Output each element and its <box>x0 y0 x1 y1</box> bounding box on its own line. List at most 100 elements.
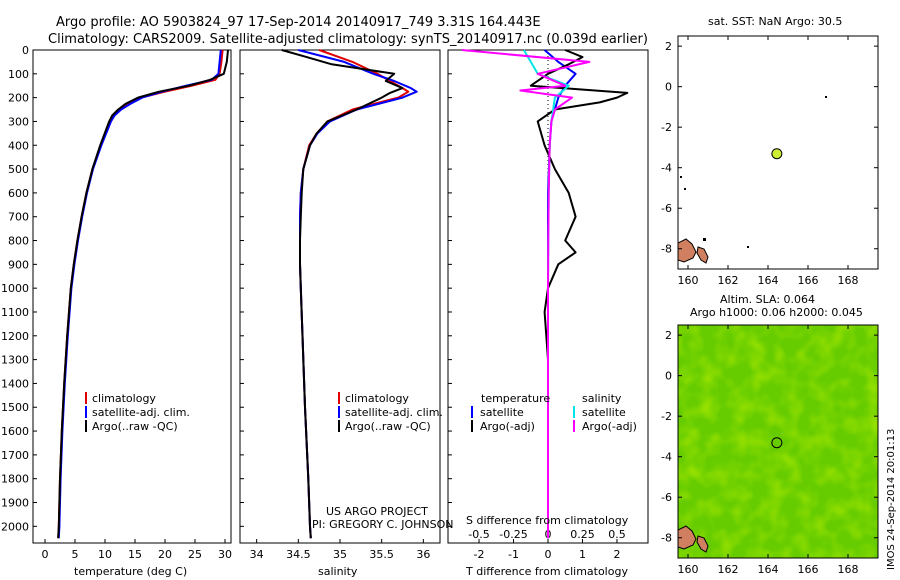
map-y-tick-label: -2 <box>661 410 672 423</box>
sst-map: sat. SST: NaN Argo: 30.5 160 162 164 166 168… <box>661 15 879 287</box>
island-shape <box>696 246 709 264</box>
difference-depth-ticks <box>448 49 452 527</box>
map-y-tick-label: -6 <box>661 202 672 215</box>
salinity-axes-frame <box>239 49 441 544</box>
depth-tick-label: 700 <box>8 211 29 224</box>
argo-float-marker <box>771 148 783 160</box>
profile-line-climatology <box>299 49 410 539</box>
island-dot <box>703 238 706 241</box>
map-x-tick-label: 168 <box>838 274 859 287</box>
x-tick-label: 5 <box>72 548 79 561</box>
x-tick-label: 0 <box>545 548 552 561</box>
sla-map-frame <box>677 324 879 559</box>
salinity-depth-ticks <box>240 49 244 527</box>
island-shape <box>678 525 697 550</box>
profile-line-salinity-argo-adj- <box>461 49 591 539</box>
s-tick-label: -0.25 <box>499 528 527 541</box>
difference-panel: -2 -1 0 1 2-0.5 -0.25 0 0.25 0.5 S difference fr… <box>447 49 649 578</box>
depth-tick-label: 600 <box>8 187 29 200</box>
depth-tick-label: 1400 <box>1 377 29 390</box>
profile-line-satellite-adj-clim- <box>298 49 418 539</box>
sla-map-title-line1: Altim. SLA: 0.064 <box>720 293 815 306</box>
s-tick-label: 0.25 <box>570 528 595 541</box>
salinity-panel: 34 34.5 35 35.5 36 salinity climatology sate… <box>239 49 453 578</box>
legend-argo-raw-label: Argo(..raw -QC) <box>345 420 431 433</box>
legend-s-satellite-label: satellite <box>582 406 626 419</box>
sst-map-axes: 160 162 164 166 168 2 0 -2 -4 -6 -8 <box>661 36 878 287</box>
map-x-tick-label: 162 <box>718 274 739 287</box>
temperature-axes-frame <box>32 49 232 544</box>
legend-satellite-adj-label: satellite-adj. clim. <box>345 406 443 419</box>
x-tick-label: 1 <box>579 548 586 561</box>
x-tick-label: 35 <box>333 548 347 561</box>
depth-tick-label: 1800 <box>1 473 29 486</box>
temperature-panel: 0100200300400500600700800900100011001200… <box>1 44 232 578</box>
x-tick-label: -2 <box>474 548 485 561</box>
x-tick-label: 15 <box>128 548 142 561</box>
s-tick-label: 0.5 <box>608 528 626 541</box>
x-tick-label: 2 <box>613 548 620 561</box>
x-tick-label: 34 <box>250 548 264 561</box>
salinity-legend: climatology satellite-adj. clim. Argo(..… <box>338 392 443 433</box>
salinity-xlabel: salinity <box>318 565 358 578</box>
depth-tick-label: 800 <box>8 235 29 248</box>
salinity-profiles <box>281 49 418 539</box>
sla-map-axes: 160 162 164 166 168 2 0 -2 -4 -6 -8 <box>661 325 878 576</box>
map-x-tick-label: 162 <box>718 563 739 576</box>
sla-map-title-line2: Argo h1000: 0.06 h2000: 0.045 <box>690 306 863 319</box>
map-x-tick-label: 160 <box>678 563 699 576</box>
depth-tick-label: 300 <box>8 115 29 128</box>
legend-t-argo-label: Argo(-adj) <box>480 420 535 433</box>
depth-tick-label: 500 <box>8 163 29 176</box>
depth-tick-label: 1300 <box>1 354 29 367</box>
s-tick-label: -0.5 <box>468 528 489 541</box>
depth-tick-label: 1000 <box>1 282 29 295</box>
temperature-xlabel: temperature (deg C) <box>74 565 187 578</box>
profile-line-argo-raw-qc- <box>57 49 229 539</box>
depth-tick-label: 1100 <box>1 306 29 319</box>
profile-line-argo-raw-qc- <box>281 49 404 539</box>
depth-tick-label: 1700 <box>1 449 29 462</box>
depth-tick-label: 200 <box>8 92 29 105</box>
x-tick-label: 34.5 <box>286 548 311 561</box>
legend-t-satellite-label: satellite <box>480 406 524 419</box>
map-y-tick-label: 2 <box>665 40 672 53</box>
salinity-x-axis: 34 34.5 35 35.5 36 <box>250 539 430 561</box>
map-y-tick-label: 2 <box>665 329 672 342</box>
depth-tick-label: 1900 <box>1 497 29 510</box>
island-dot <box>825 96 827 98</box>
figure-title-line2: Climatology: CARS2009. Satellite-adjuste… <box>48 32 648 47</box>
sst-map-land <box>678 96 827 264</box>
figure-title-line1: Argo profile: AO 5903824_97 17-Sep-2014 … <box>56 15 541 30</box>
island-shape <box>678 238 697 263</box>
island-dot <box>747 246 749 248</box>
map-y-tick-label: 0 <box>665 81 672 94</box>
map-y-tick-label: -4 <box>661 451 672 464</box>
legend-climatology-label: climatology <box>345 392 409 405</box>
legend-salinity-header: salinity <box>582 392 622 405</box>
island-dot <box>684 188 686 190</box>
sla-field-texture <box>678 325 878 558</box>
pi-credit: PI: GREGORY C. JOHNSON <box>312 518 453 531</box>
map-y-tick-label: -8 <box>661 243 672 256</box>
map-x-tick-label: 168 <box>838 563 859 576</box>
x-tick-label: 10 <box>98 548 112 561</box>
profile-line-climatology <box>57 49 224 539</box>
profile-line-temperature-satellite <box>543 49 577 539</box>
depth-tick-label: 1600 <box>1 425 29 438</box>
map-x-tick-label: 166 <box>798 563 819 576</box>
x-tick-label: 36 <box>416 548 430 561</box>
legend-temperature-header: temperature <box>481 392 550 405</box>
x-tick-label: 25 <box>188 548 202 561</box>
t-difference-xlabel: T difference from climatology <box>465 565 628 578</box>
map-x-tick-label: 164 <box>758 563 779 576</box>
map-y-tick-label: 0 <box>665 370 672 383</box>
argo-float-marker <box>771 437 783 449</box>
legend-climatology-label: climatology <box>92 392 156 405</box>
difference-profiles <box>461 49 629 539</box>
profile-line-satellite-adj-clim- <box>57 49 222 539</box>
depth-tick-label: 2000 <box>1 520 29 533</box>
map-x-tick-label: 160 <box>678 274 699 287</box>
temperature-legend: climatology satellite-adj. clim. Argo(..… <box>85 392 190 433</box>
